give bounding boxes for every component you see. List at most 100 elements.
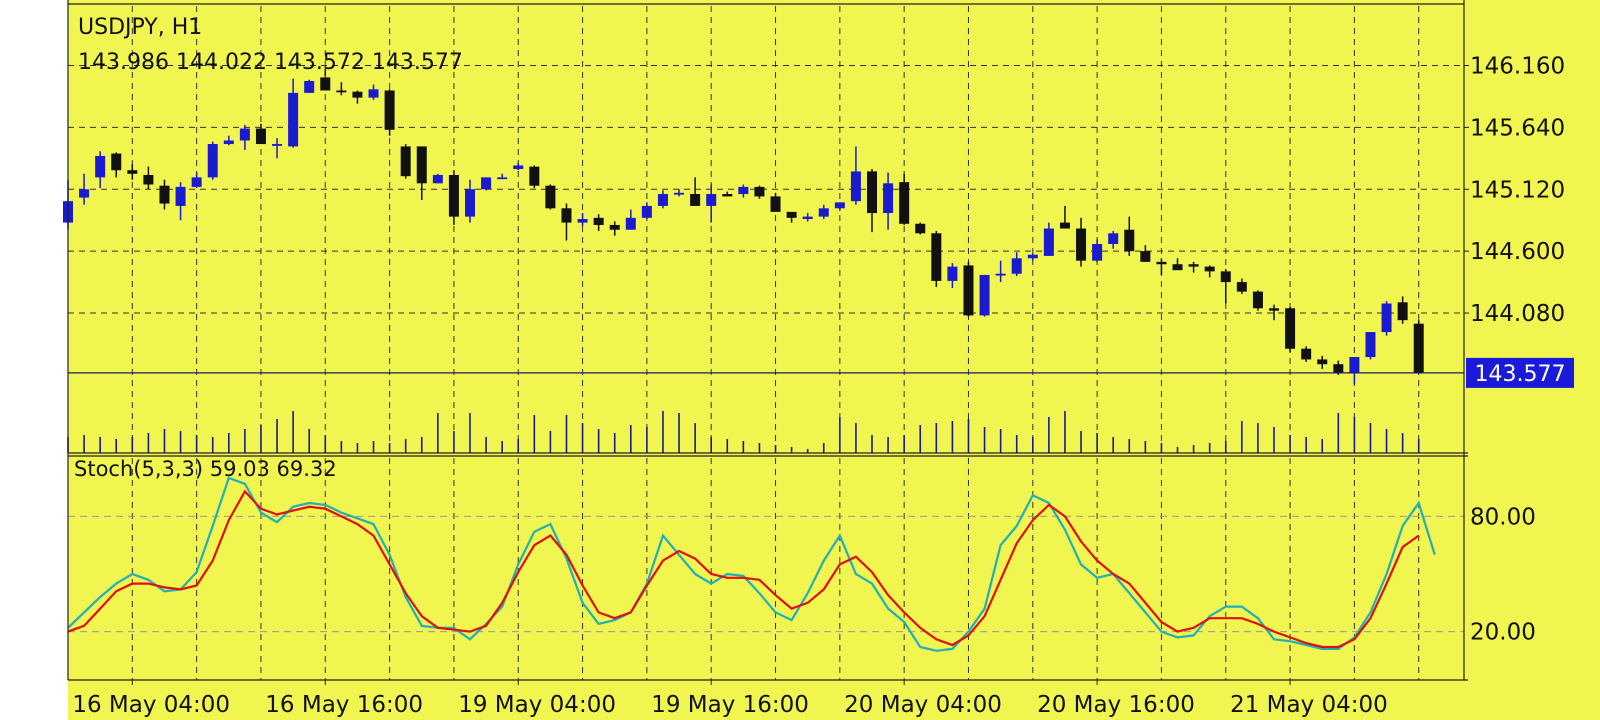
candle-body-bull <box>95 155 106 178</box>
candle-body-bull <box>239 128 250 141</box>
candle-body-bull <box>947 266 958 281</box>
symbol-label: USDJPY, H1 <box>78 15 202 40</box>
candle <box>609 221 620 236</box>
candle-body-bear <box>963 265 974 316</box>
candle <box>143 166 154 190</box>
candle-body-bear <box>1333 364 1344 373</box>
candle <box>432 173 443 184</box>
candle <box>674 189 685 197</box>
candle <box>320 69 331 91</box>
candle-body-bear <box>400 146 411 177</box>
candle <box>802 213 813 222</box>
candle-body-bull <box>497 177 508 180</box>
candle <box>272 138 283 159</box>
candle-body-bull <box>304 80 315 93</box>
candle <box>850 146 861 205</box>
candle <box>336 82 347 96</box>
candle-body-bull <box>481 177 492 190</box>
candle-body-bull <box>883 183 894 214</box>
candle <box>963 261 974 317</box>
candle-body-bear <box>754 186 765 197</box>
candle-body-bear <box>1204 266 1215 272</box>
candle <box>1172 258 1183 271</box>
candle-body-bear <box>609 224 620 230</box>
candle-body-bear <box>561 208 572 223</box>
candle <box>1365 332 1376 360</box>
candle <box>545 184 556 210</box>
candle-body-bull <box>577 219 588 223</box>
time-tick-label: 20 May 04:00 <box>844 692 1002 718</box>
candle-body-bull <box>834 202 845 209</box>
price-tick-label: 146.160 <box>1470 54 1565 80</box>
grid <box>68 6 1464 680</box>
candle <box>577 213 588 227</box>
candle-body-bull <box>191 177 202 187</box>
candles <box>63 69 1464 385</box>
candle <box>867 169 877 233</box>
candle <box>1027 253 1038 261</box>
candle <box>368 84 379 101</box>
volume-bars <box>67 411 1420 453</box>
candle-body-bear <box>384 90 395 130</box>
candle-body-bear <box>931 233 942 281</box>
candle-body-bull <box>625 217 636 230</box>
candle <box>979 274 990 317</box>
candle <box>384 89 395 136</box>
candle-body-bear <box>1172 264 1183 271</box>
candle-body-bull <box>1043 228 1054 256</box>
candle <box>239 125 250 150</box>
candle-body-bull <box>674 192 685 195</box>
candle <box>255 123 266 145</box>
candle-body-bear <box>336 90 347 93</box>
candle-body-bull <box>706 194 717 206</box>
candle-body-bull <box>1092 244 1103 261</box>
candle <box>223 135 234 146</box>
current-price-label: 143.577 <box>1475 362 1566 387</box>
candle-body-bull <box>818 208 829 217</box>
candle <box>915 222 926 235</box>
candle-body-bull <box>641 205 652 218</box>
candle-body-bear <box>159 185 170 204</box>
candle <box>754 185 765 199</box>
candle-body-bear <box>1397 302 1408 321</box>
candle <box>1397 296 1408 324</box>
candle <box>481 177 492 191</box>
candle <box>738 184 749 198</box>
candle <box>497 173 508 180</box>
candle-body-bear <box>1156 261 1167 265</box>
price-tick-label: 145.120 <box>1470 177 1565 203</box>
candle-body-bear <box>1301 348 1312 360</box>
candle-body-bear <box>320 77 331 91</box>
candle <box>770 192 781 212</box>
candle <box>1236 278 1247 294</box>
candle-body-bear <box>722 194 733 197</box>
candle-body-bear <box>1317 359 1328 365</box>
candle-body-bull <box>432 174 443 184</box>
candle <box>111 152 122 178</box>
stochastic-indicator <box>68 476 1436 652</box>
candle <box>561 203 572 241</box>
time-tick-label: 16 May 04:00 <box>72 692 230 718</box>
candle-body-bear <box>690 194 701 206</box>
candle <box>448 170 459 225</box>
candle-body-bear <box>1220 271 1231 283</box>
candle-body-bear <box>1124 229 1135 252</box>
candle-body-bull <box>657 194 668 206</box>
candle-body-bear <box>867 171 877 214</box>
candle-body-bear <box>1140 251 1151 262</box>
candle <box>1285 307 1296 353</box>
candle <box>1076 217 1087 267</box>
candle-body-bull <box>1349 357 1360 373</box>
candle-body-bear <box>1285 308 1296 349</box>
candle-body-bull <box>1108 233 1119 245</box>
candle-body-bull <box>1011 258 1022 274</box>
candle-body-bull <box>175 186 186 206</box>
candle <box>95 151 106 189</box>
chart-background <box>68 0 1600 720</box>
candle <box>1188 261 1199 273</box>
candle <box>690 177 701 206</box>
candle <box>1140 245 1151 262</box>
candle <box>883 172 894 230</box>
